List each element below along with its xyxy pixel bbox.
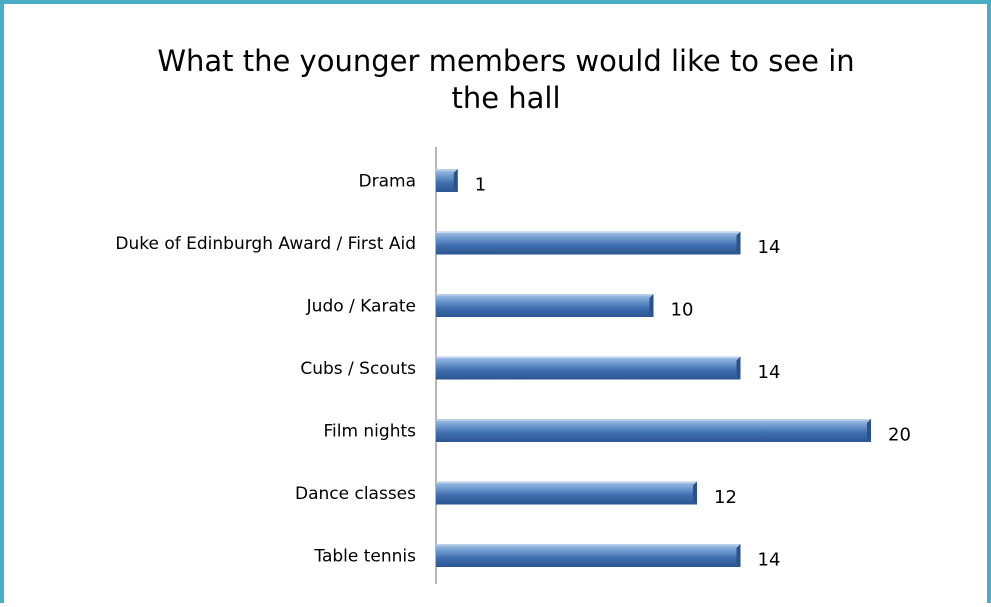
bar-3	[436, 356, 741, 380]
category-label-2: Judo / Karate	[306, 297, 416, 317]
bar-4	[436, 419, 871, 442]
bar-6	[436, 544, 741, 567]
bar-0	[436, 169, 458, 192]
chart-title-line-2: the hall	[451, 81, 560, 115]
bar-1	[436, 231, 741, 255]
data-label-6: 14	[758, 550, 781, 571]
bar-5	[436, 481, 697, 505]
data-label-5: 12	[714, 487, 737, 508]
category-label-0: Drama	[359, 172, 416, 192]
chart-title-line-1: What the younger members would like to s…	[157, 44, 854, 78]
data-label-0: 1	[475, 175, 486, 196]
bar-cap-1	[736, 231, 741, 255]
category-label-3: Cubs / Scouts	[300, 359, 416, 379]
data-label-4: 20	[888, 425, 911, 446]
category-label-5: Dance classes	[295, 484, 416, 504]
bar-cap-0	[453, 169, 458, 192]
category-label-4: Film nights	[323, 422, 416, 442]
data-label-2: 10	[671, 300, 694, 321]
bar-cap-3	[736, 356, 741, 380]
data-label-1: 14	[758, 237, 781, 258]
bar-cap-4	[867, 419, 871, 442]
bar-2	[436, 294, 654, 317]
category-label-1: Duke of Edinburgh Award / First Aid	[115, 234, 416, 254]
bar-chart: What the younger members would like to s…	[115, 44, 911, 584]
bar-cap-2	[649, 294, 654, 317]
bar-cap-5	[693, 481, 697, 505]
data-label-3: 14	[758, 362, 781, 383]
bar-cap-6	[736, 544, 741, 567]
category-label-6: Table tennis	[313, 547, 416, 567]
